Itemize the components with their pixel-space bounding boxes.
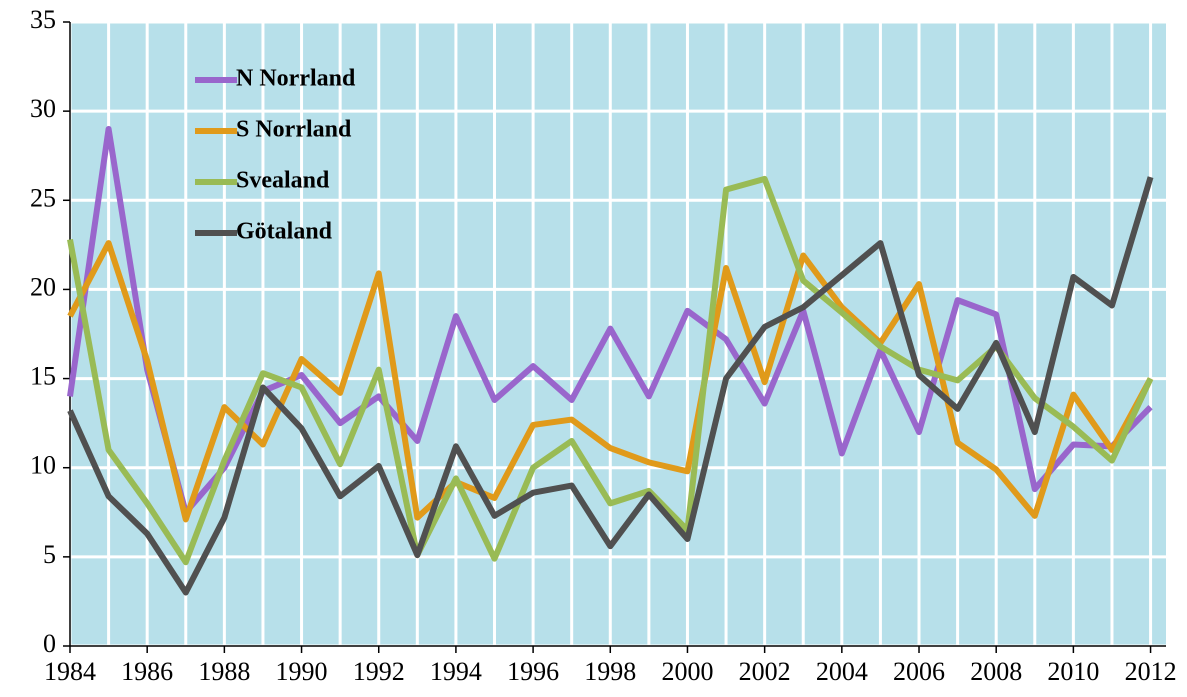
legend-label: S Norrland	[236, 117, 352, 143]
y-tick-label: 15	[30, 362, 56, 391]
y-tick-label: 35	[30, 5, 56, 34]
y-tick-label: 25	[30, 183, 56, 212]
y-tick-label: 20	[30, 272, 56, 301]
y-tick-label: 30	[30, 94, 56, 123]
x-tick-label: 1992	[353, 657, 405, 686]
x-tick-label: 1998	[584, 657, 636, 686]
x-tick-label: 2000	[661, 657, 713, 686]
x-tick-label: 1996	[507, 657, 559, 686]
y-tick-label: 10	[30, 451, 56, 480]
x-tick-label: 1990	[276, 657, 328, 686]
series-line	[67, 175, 1154, 566]
y-tick-label: 5	[43, 540, 56, 569]
x-tick-label: 1986	[121, 657, 173, 686]
y-tick-label: 0	[43, 629, 56, 658]
x-tick-label: 2008	[970, 657, 1022, 686]
series-line	[67, 176, 1154, 596]
series-line	[67, 125, 1153, 516]
x-tick-label: 1984	[44, 657, 96, 686]
x-tick-label: 1988	[198, 657, 250, 686]
plot-area	[70, 22, 1166, 646]
x-tick-label: 2012	[1125, 657, 1177, 686]
x-tick-label: 2006	[893, 657, 945, 686]
x-tick-label: 2004	[816, 657, 868, 686]
legend-label: Götaland	[236, 219, 333, 245]
x-tick-label: 2002	[739, 657, 791, 686]
legend-label: N Norrland	[236, 66, 356, 92]
x-tick-label: 1994	[430, 657, 482, 686]
x-tick-label: 2010	[1047, 657, 1099, 686]
legend-label: Svealand	[236, 168, 330, 194]
